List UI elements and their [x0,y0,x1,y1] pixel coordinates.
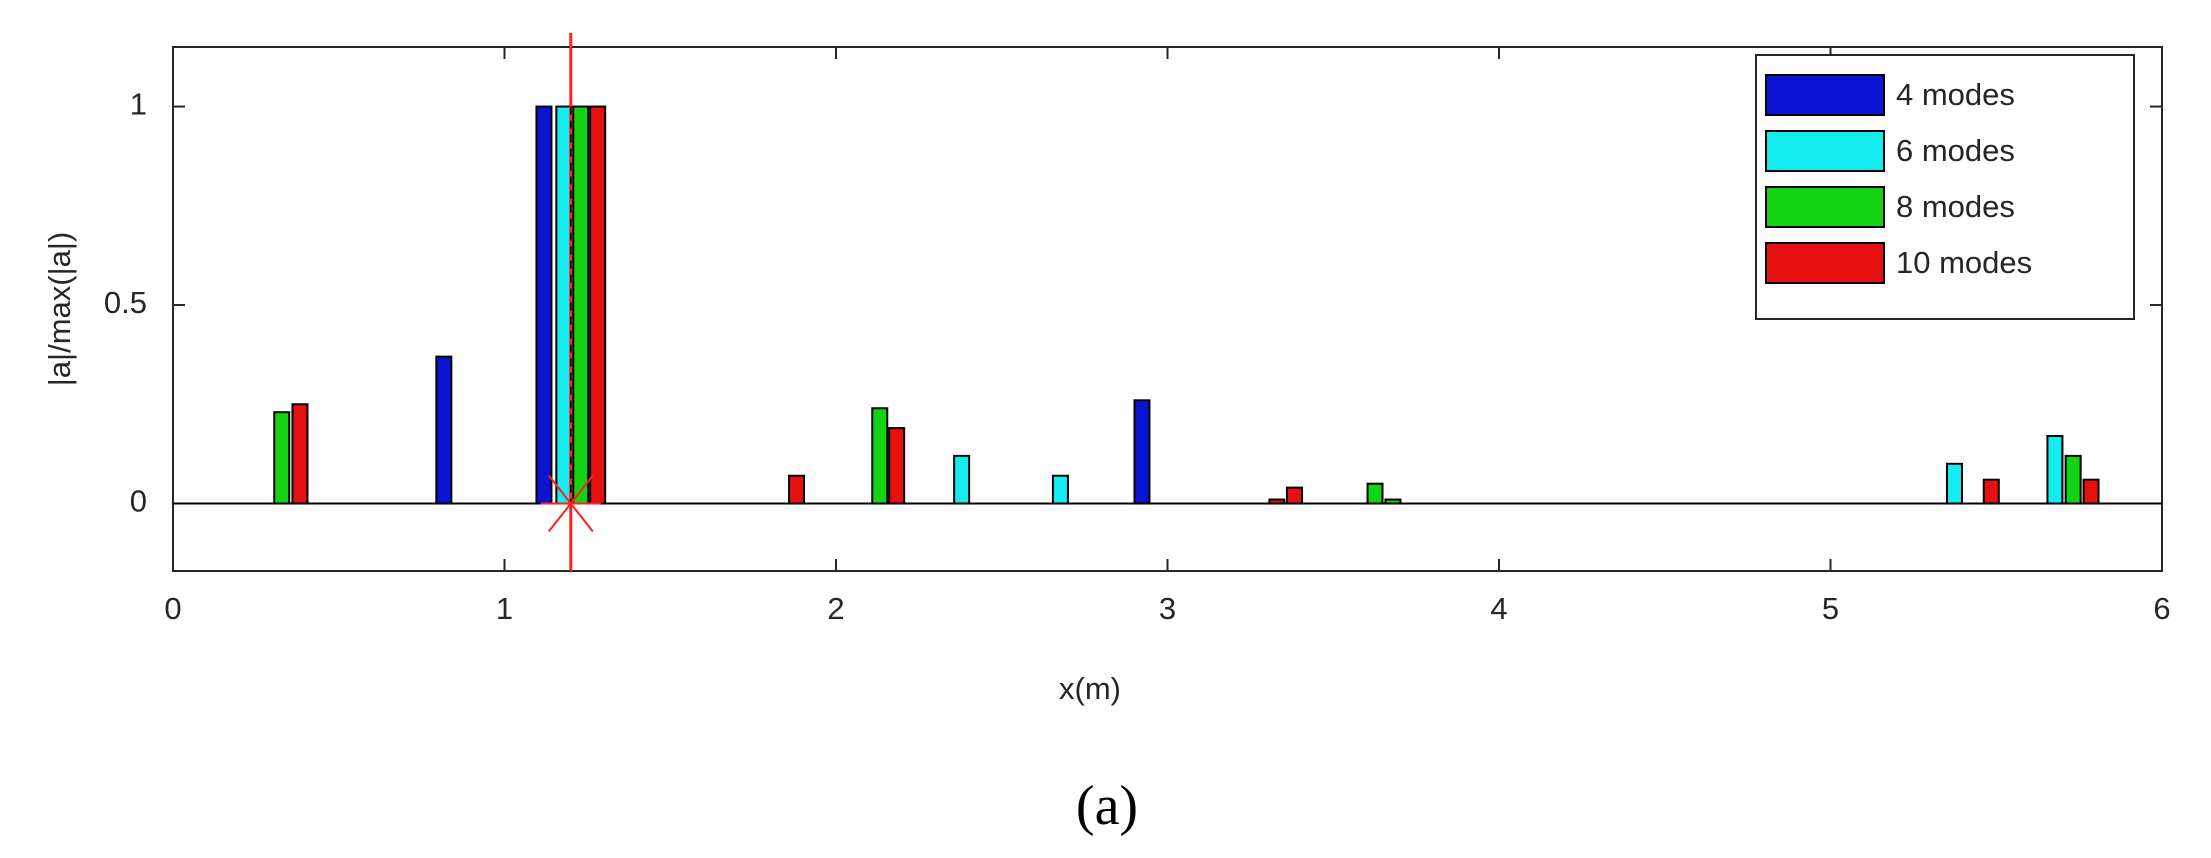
x-tick-label: 4 [1490,591,1507,626]
legend-label: 10 modes [1896,245,2032,280]
x-tick-label: 3 [1159,591,1176,626]
bar [1982,478,2000,505]
x-tick-label: 6 [2153,591,2170,626]
y-tick-label: 0.5 [104,285,147,320]
bar [871,407,889,505]
bar [2046,435,2064,505]
legend-label: 4 modes [1896,77,2015,112]
legend-label: 6 modes [1896,133,2015,168]
bar [572,105,590,505]
bar [555,105,573,505]
legend-swatch [1765,74,1885,116]
x-tick-label: 0 [164,591,181,626]
bar [788,474,806,505]
caption: (a) [1076,775,1138,837]
y-tick-label: 1 [130,87,147,122]
bar [1051,474,1069,505]
legend-label: 8 modes [1896,189,2015,224]
legend-swatch [1765,242,1885,284]
bar [435,355,453,505]
legend-swatch [1765,130,1885,172]
x-tick-label: 5 [1822,591,1839,626]
bar [1133,399,1151,505]
legend-swatch [1765,186,1885,228]
bar [2082,478,2100,505]
bar [273,411,291,505]
bar [1945,462,1963,505]
y-tick-label: 0 [130,484,147,519]
x-tick-label: 1 [496,591,513,626]
x-tick-label: 2 [827,591,844,626]
bar [535,105,553,505]
bar [2064,454,2082,505]
bar [1366,482,1384,505]
x-axis-label: x(m) [1059,671,1121,706]
y-axis-label: |a|/max(|a|) [42,232,77,387]
bar [953,454,971,505]
bar [589,105,607,505]
bar [291,403,309,505]
bar [888,427,906,505]
marker-star [548,474,594,533]
bar [1285,486,1303,505]
